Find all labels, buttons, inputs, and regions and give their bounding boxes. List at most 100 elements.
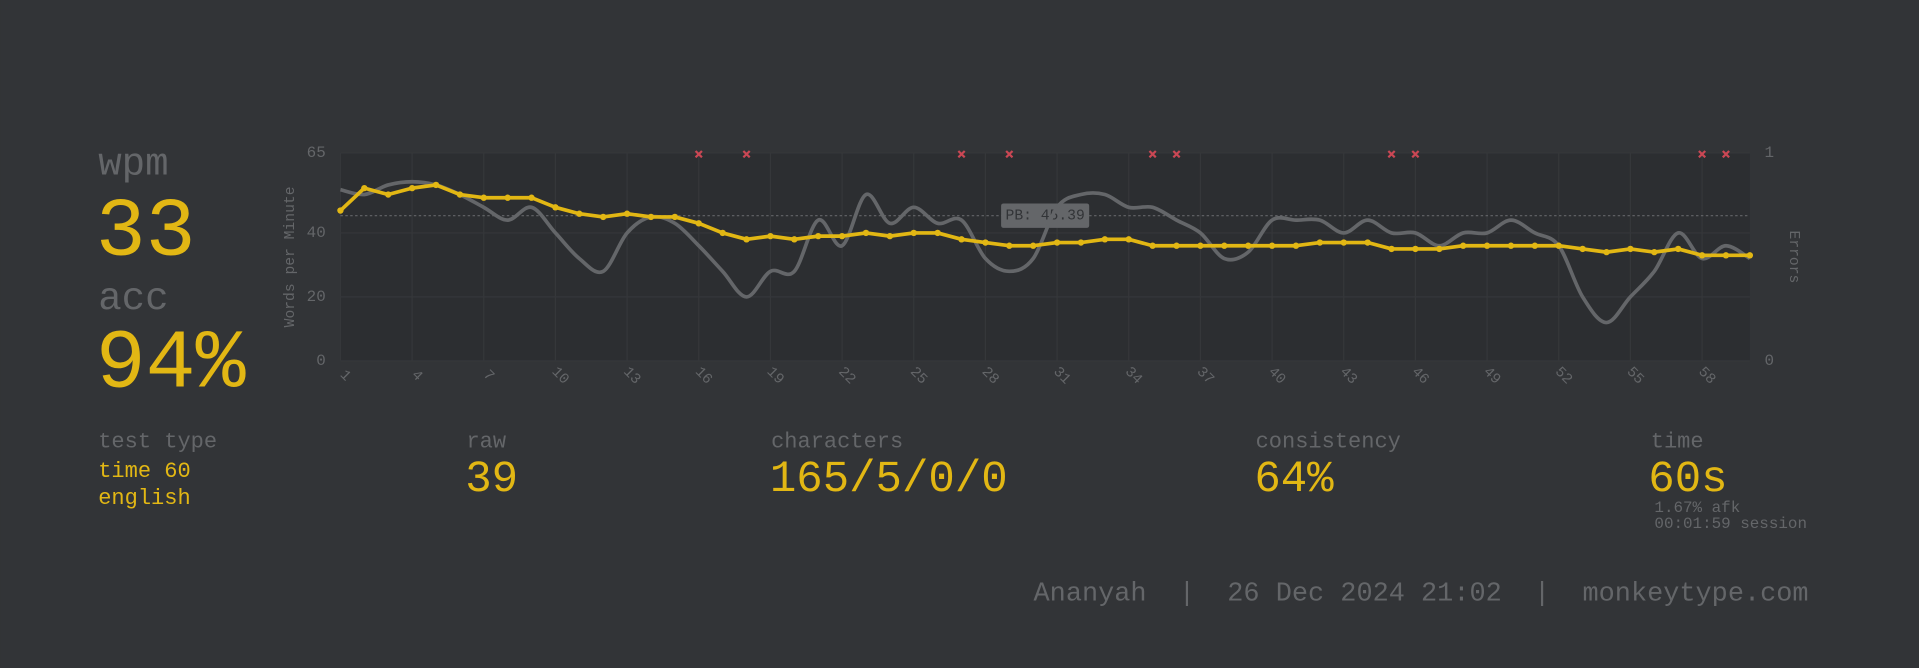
data-point	[552, 204, 559, 211]
y-tick-label: 20	[307, 288, 326, 306]
data-point	[337, 207, 344, 214]
data-point	[743, 236, 750, 243]
data-point	[886, 232, 894, 240]
test-type-line: english	[98, 486, 190, 511]
footer: Ananyah | 26 Dec 2024 21:02 | monkeytype…	[1034, 579, 1809, 609]
data-point	[361, 184, 368, 192]
data-point	[1627, 245, 1634, 253]
data-point	[1340, 239, 1347, 246]
data-point	[671, 213, 679, 221]
data-point	[1197, 242, 1204, 249]
data-point	[504, 194, 511, 201]
data-point	[1030, 242, 1037, 249]
time-label: time	[1651, 429, 1704, 454]
afk-note: 1.67% afk	[1654, 499, 1740, 517]
plot-area	[340, 152, 1750, 361]
data-point	[1364, 239, 1371, 246]
data-point	[600, 213, 607, 221]
data-point	[1507, 242, 1515, 249]
data-point	[1603, 248, 1610, 256]
acc-label: acc	[98, 276, 168, 321]
consistency-value: 64%	[1254, 455, 1334, 505]
data-point	[838, 232, 846, 240]
data-point	[432, 181, 440, 189]
data-point	[910, 229, 917, 237]
test-type-label: test type	[98, 429, 217, 454]
data-point	[623, 210, 631, 217]
acc-value: 94%	[96, 318, 246, 412]
error-mark	[1172, 150, 1181, 159]
data-point	[1101, 236, 1109, 243]
characters-label: characters	[771, 429, 903, 454]
data-point	[815, 232, 822, 240]
error-mark	[694, 150, 703, 159]
data-point	[1436, 245, 1443, 253]
error-mark	[1721, 150, 1730, 159]
data-point	[1292, 242, 1300, 249]
data-point	[767, 232, 774, 240]
data-point	[528, 194, 535, 201]
error-mark	[1698, 150, 1707, 159]
data-point	[1531, 242, 1539, 249]
data-point	[695, 220, 702, 227]
data-point	[1388, 245, 1395, 253]
data-point	[1555, 242, 1562, 249]
data-point	[647, 213, 655, 221]
error-mark	[1005, 150, 1014, 159]
data-point	[1316, 239, 1324, 246]
error-mark	[742, 150, 751, 159]
data-point	[1268, 242, 1276, 249]
wpm-label: wpm	[98, 141, 168, 186]
y2-tick-label: 0	[1765, 352, 1775, 370]
data-point	[408, 184, 416, 192]
data-point	[958, 236, 965, 243]
characters-value: 165/5/0/0	[770, 455, 1008, 505]
session-note: 00:01:59 session	[1654, 515, 1807, 533]
consistency-label: consistency	[1256, 429, 1401, 454]
series-line	[339, 179, 1751, 325]
data-point	[934, 229, 941, 237]
data-point	[1077, 239, 1085, 246]
y-tick-label: 40	[307, 224, 326, 242]
data-point	[1722, 252, 1730, 259]
time-value: 60s	[1648, 455, 1727, 505]
wpm-value: 33	[96, 185, 196, 279]
data-point	[385, 191, 392, 198]
data-point	[1053, 239, 1061, 246]
data-point	[1698, 252, 1706, 259]
data-point	[1149, 242, 1156, 249]
pb-label: PB: 45.39	[1006, 209, 1085, 225]
data-point	[719, 229, 726, 237]
data-point	[456, 191, 464, 198]
error-mark	[1387, 150, 1396, 159]
data-point	[1221, 242, 1228, 249]
raw-label: raw	[466, 429, 506, 454]
raw-value: 39	[465, 455, 518, 505]
pb-badge	[1001, 203, 1090, 228]
y-tick-label: 0	[316, 352, 326, 370]
data-point	[480, 194, 487, 201]
data-point	[1674, 245, 1682, 253]
data-point	[1245, 242, 1252, 249]
y2-axis-title: Errors	[1785, 231, 1801, 284]
chart: 1 4 7 10 13 16 19 22 25 28 31 34 37 40 43 46 49 52 55 58020…	[307, 144, 1774, 388]
data-point	[982, 239, 989, 246]
error-mark	[1411, 150, 1420, 159]
series-line	[339, 183, 1750, 258]
data-point	[576, 210, 583, 217]
test-type-line: time 60	[98, 459, 190, 484]
data-point	[1483, 242, 1491, 249]
data-point	[1746, 252, 1754, 259]
y-tick-label: 65	[307, 144, 326, 162]
data-point	[1460, 242, 1467, 249]
data-point	[1006, 242, 1013, 249]
data-point	[791, 236, 798, 243]
data-point	[1412, 245, 1419, 253]
data-point	[1173, 242, 1180, 249]
y-axis-title: Words per Minute	[283, 186, 299, 327]
y2-tick-label: 1	[1765, 144, 1775, 162]
data-point	[1579, 245, 1586, 253]
error-mark	[957, 150, 966, 159]
data-point	[1651, 248, 1658, 256]
data-point	[862, 229, 870, 237]
